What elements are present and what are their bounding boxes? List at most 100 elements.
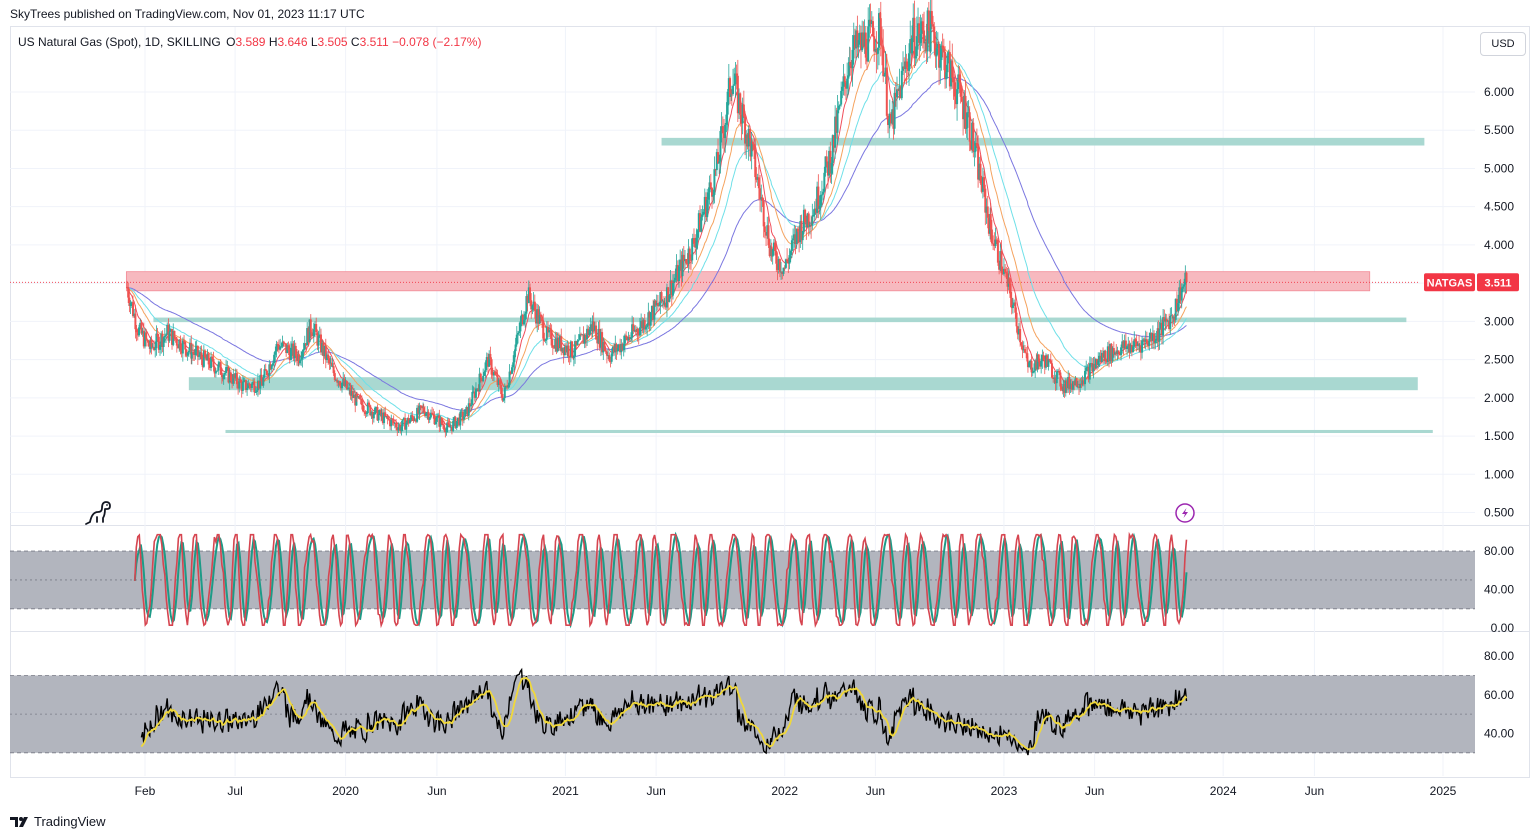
candle-body xyxy=(502,398,505,401)
candle xyxy=(868,4,871,38)
candle-body xyxy=(335,379,338,381)
candle-body xyxy=(218,362,221,365)
zone-support-5.35 xyxy=(661,137,1425,146)
candle xyxy=(1032,363,1035,374)
candle xyxy=(555,331,558,355)
candle-body xyxy=(1130,344,1133,353)
candle-body xyxy=(425,413,428,416)
candle xyxy=(521,313,524,327)
candle xyxy=(822,188,825,201)
candle xyxy=(957,64,960,94)
candle xyxy=(461,407,464,426)
candle-body xyxy=(1114,352,1117,355)
candle-body xyxy=(1122,341,1125,349)
candle xyxy=(760,184,763,213)
candle-body xyxy=(686,263,689,265)
candle xyxy=(913,0,916,69)
candle xyxy=(583,333,586,349)
candle xyxy=(818,195,821,215)
candle xyxy=(418,402,421,420)
candle xyxy=(165,333,168,344)
candle-body xyxy=(870,21,873,24)
candle xyxy=(1064,378,1067,397)
candle-body xyxy=(303,343,306,350)
candle xyxy=(694,234,697,255)
candle xyxy=(336,377,339,387)
candle xyxy=(1026,345,1029,365)
candle-body xyxy=(1091,362,1094,372)
candle-body xyxy=(705,196,708,218)
candle xyxy=(1065,378,1068,394)
candle xyxy=(679,249,682,271)
candle-body xyxy=(133,313,136,317)
candle xyxy=(858,24,861,45)
candle xyxy=(407,414,410,427)
candle-body xyxy=(435,416,438,422)
candle-body xyxy=(288,350,291,360)
currency-button[interactable]: USD xyxy=(1480,32,1526,56)
candle xyxy=(228,368,231,390)
candle-body xyxy=(151,346,154,348)
tradingview-logo[interactable]: TradingView xyxy=(10,814,106,829)
candle-body xyxy=(265,370,268,376)
lightning-icon[interactable] xyxy=(1175,503,1195,523)
candle xyxy=(567,342,570,363)
candle-body xyxy=(1044,355,1047,368)
candle xyxy=(219,359,222,375)
candle-body xyxy=(462,416,465,420)
candle xyxy=(1037,353,1040,370)
candle-body xyxy=(389,419,392,427)
candle xyxy=(927,1,930,44)
candle-body xyxy=(702,211,705,215)
candle-body xyxy=(1064,380,1067,393)
candle-body xyxy=(1100,352,1103,362)
candle-body xyxy=(638,327,641,336)
candle-body xyxy=(207,353,210,365)
candle-body xyxy=(858,32,861,41)
candle xyxy=(605,349,608,364)
candle xyxy=(464,409,467,417)
candle xyxy=(1054,374,1057,391)
candle-body xyxy=(628,337,631,339)
candle-body xyxy=(646,323,649,327)
candle xyxy=(383,408,386,430)
rsi-line xyxy=(140,667,1188,756)
candle xyxy=(232,368,235,386)
candle-body xyxy=(714,169,717,171)
candle xyxy=(575,340,578,349)
candle-body xyxy=(428,417,431,420)
candle-body xyxy=(597,328,600,344)
candle-body xyxy=(325,354,328,361)
candle-body xyxy=(806,213,809,228)
candle-body xyxy=(973,151,976,153)
candle-body xyxy=(1178,287,1181,304)
candle-body xyxy=(438,415,441,427)
candle xyxy=(896,76,899,110)
candle-body xyxy=(864,32,867,58)
candle-body xyxy=(602,341,605,353)
candle xyxy=(667,286,670,310)
candle-body xyxy=(1093,363,1096,369)
candle-body xyxy=(1080,383,1083,385)
candle-body xyxy=(187,350,190,353)
candle xyxy=(207,351,210,370)
candle-body xyxy=(717,152,720,164)
candle xyxy=(736,59,739,122)
price-value-text: 3.511 xyxy=(1485,277,1512,289)
candle xyxy=(828,146,831,178)
candle xyxy=(438,409,441,433)
candle xyxy=(280,342,283,349)
candle xyxy=(1025,347,1028,359)
candle xyxy=(1090,356,1093,367)
candle-body xyxy=(160,333,163,345)
candle xyxy=(603,341,606,352)
candle-body xyxy=(202,350,205,367)
candle xyxy=(816,181,819,218)
candle xyxy=(391,418,394,426)
candle-body xyxy=(376,407,379,421)
candle-body xyxy=(848,61,851,76)
candle xyxy=(929,0,932,54)
dinosaur-icon[interactable] xyxy=(85,501,111,525)
candle-body xyxy=(884,67,887,75)
